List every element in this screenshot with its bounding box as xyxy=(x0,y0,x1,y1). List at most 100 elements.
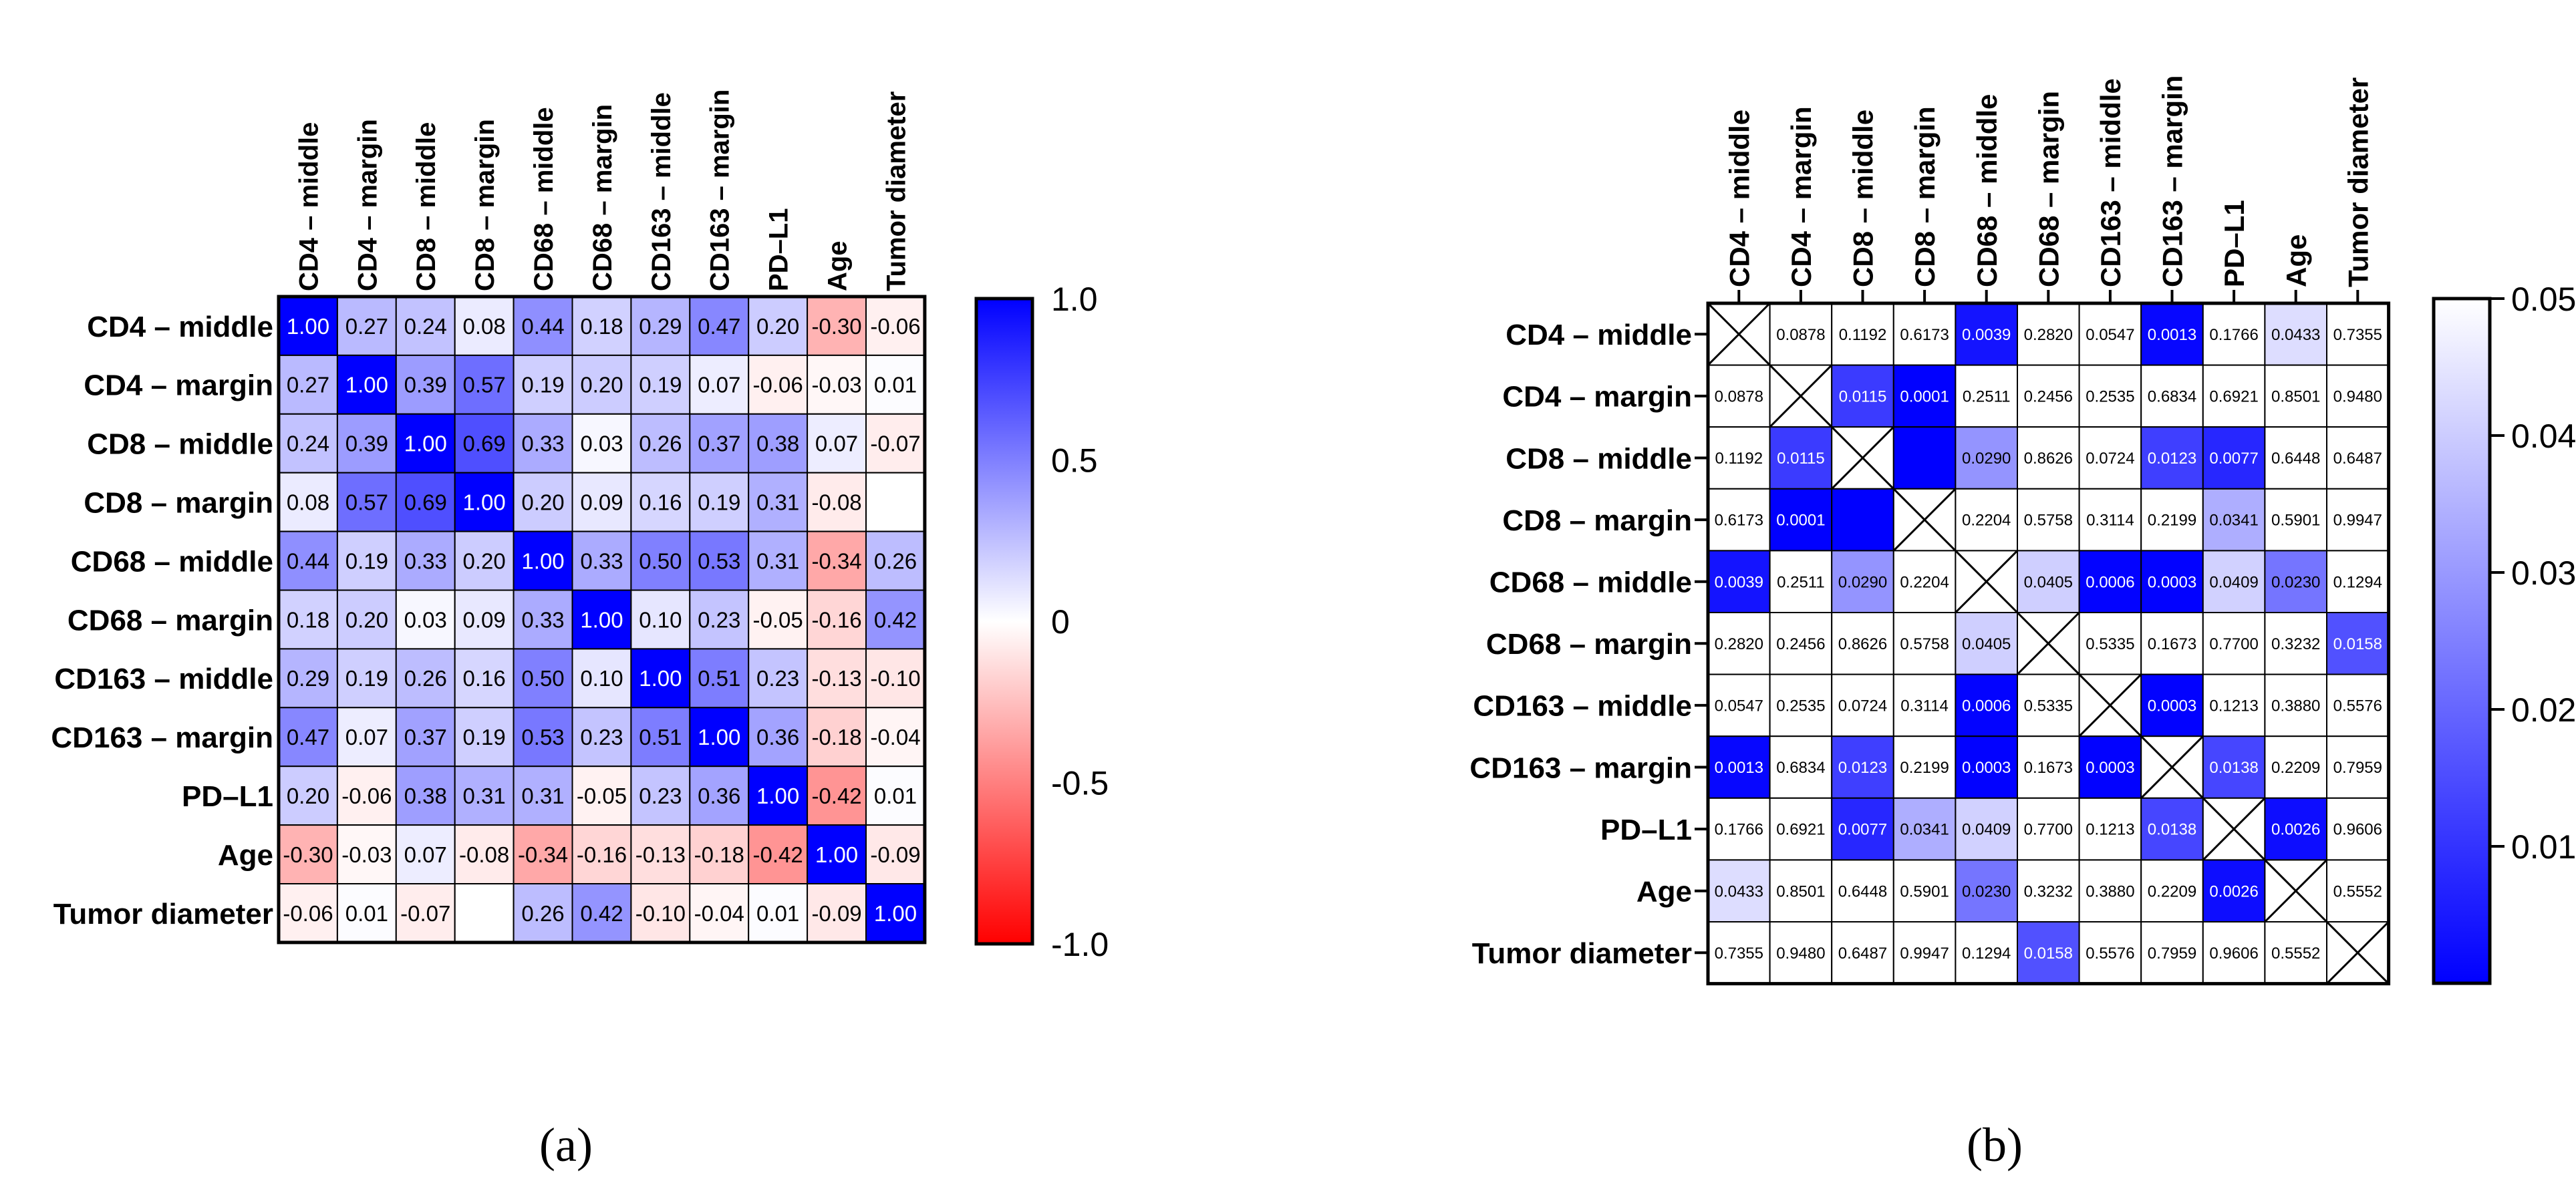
heatmap-cell xyxy=(278,883,338,943)
column-label: Tumor diameter xyxy=(881,92,911,291)
cell-value: 0.19 xyxy=(345,548,388,573)
cell-value: 0.2204 xyxy=(1962,512,2011,530)
cell-value: 0.51 xyxy=(639,725,682,749)
cell-value: 0.6487 xyxy=(2333,450,2382,468)
heatmap-cell xyxy=(2326,673,2390,737)
column-label: PD–L1 xyxy=(2219,200,2250,287)
column-label: CD4 – margin xyxy=(353,119,382,291)
cell-value: 0.19 xyxy=(698,490,740,515)
row-label: CD68 – middle xyxy=(71,545,273,578)
heatmap-cell xyxy=(1769,921,1833,985)
heatmap-cell xyxy=(513,707,573,768)
cell-value: 0.27 xyxy=(345,314,388,339)
heatmap-cell xyxy=(865,472,925,532)
cell-value: 0.47 xyxy=(287,725,329,749)
cell-value: 0.9480 xyxy=(1776,945,1825,963)
cell-value: 0.0409 xyxy=(1962,821,2011,839)
cell-value: 0.08 xyxy=(463,314,506,339)
row-label: CD4 – margin xyxy=(1502,381,1692,413)
row-label: CD163 – middle xyxy=(54,663,273,695)
cell-value: 0.5901 xyxy=(1900,882,1949,900)
heatmap-cell xyxy=(1955,735,2018,799)
cell-value: 0.09 xyxy=(580,490,623,515)
heatmap-cell xyxy=(630,413,691,474)
column-label: CD4 – margin xyxy=(1785,106,1817,287)
column-label: CD68 – middle xyxy=(529,107,559,291)
cell-value: 0.0001 xyxy=(1776,512,1825,530)
cell-value: 0.16 xyxy=(639,490,682,515)
heatmap-cell xyxy=(807,296,867,356)
cell-value: 0.53 xyxy=(521,725,564,749)
cell-value: 0.0003 xyxy=(2148,697,2196,715)
heatmap-cell xyxy=(454,883,515,943)
cell-value: 0.7959 xyxy=(2333,759,2382,777)
cell-value: 0.3880 xyxy=(2271,697,2320,715)
cell-value: 0.0006 xyxy=(2086,573,2134,591)
heatmap-cell xyxy=(1769,488,1833,552)
cell-value: -0.07 xyxy=(870,432,920,456)
row-label: CD8 – middle xyxy=(87,428,273,461)
heatmap-cell xyxy=(1769,673,1833,737)
heatmap-cell xyxy=(1892,673,1957,737)
cell-value: 0.0341 xyxy=(2209,512,2258,530)
row-label: Age xyxy=(218,839,273,872)
cell-value: 0.26 xyxy=(874,548,917,573)
row-label: Tumor diameter xyxy=(53,898,273,931)
cell-value: 0.19 xyxy=(463,725,506,749)
diagonal-cross-mark xyxy=(2016,611,2080,675)
colorbar-tick-label: 1.0 xyxy=(1051,281,1098,318)
heatmap-cell xyxy=(2017,364,2080,428)
cell-value: 0.3114 xyxy=(1900,697,1949,715)
heatmap-cell xyxy=(2264,735,2327,799)
cell-value: 0.01 xyxy=(756,901,799,926)
cell-value: 0.2820 xyxy=(2024,326,2073,344)
heatmap-cell xyxy=(1892,426,1957,490)
cell-value: 1.00 xyxy=(874,901,917,926)
cell-value: 0.9480 xyxy=(2333,388,2382,406)
heatmap-cell xyxy=(2078,426,2142,490)
cell-value: 0.2209 xyxy=(2148,882,2196,900)
heatmap-cell xyxy=(807,766,867,826)
column-label: CD68 – middle xyxy=(1971,94,2003,287)
cell-value: 0.9606 xyxy=(2209,945,2258,963)
cell-value: 0.2456 xyxy=(1776,635,1825,653)
cell-value: 0.9606 xyxy=(2333,821,2382,839)
heatmap-cell xyxy=(1955,673,2018,737)
heatmap-cell xyxy=(689,883,750,943)
heatmap-cell xyxy=(1707,673,1771,737)
cell-value: 0.0405 xyxy=(2024,573,2073,591)
row-label: CD8 – margin xyxy=(1502,504,1692,537)
diagonal-cross-mark xyxy=(1955,550,2019,614)
heatmap-cell xyxy=(2202,921,2266,985)
heatmap-cell xyxy=(1892,735,1957,799)
cell-value: 0.1192 xyxy=(1715,450,1763,468)
column-label: CD163 – middle xyxy=(647,92,676,291)
heatmap-cell xyxy=(630,883,691,943)
heatmap-cell xyxy=(278,354,338,415)
cell-value: 0.5335 xyxy=(2024,697,2073,715)
cell-value: 0.19 xyxy=(521,373,564,397)
diagonal-cross-mark xyxy=(2325,920,2390,985)
heatmap-cell xyxy=(748,413,809,474)
heatmap-cell xyxy=(278,589,338,650)
cell-value: 0.0115 xyxy=(1839,388,1887,406)
colorbar-tick-label: 0.03 xyxy=(2511,554,2576,592)
heatmap-cell xyxy=(807,883,867,943)
cell-value: 0.0013 xyxy=(2148,326,2196,344)
cell-value: 0.1766 xyxy=(2209,326,2258,344)
cell-value: 0.3232 xyxy=(2024,882,2073,900)
heatmap-cell xyxy=(1707,426,1771,490)
heatmap-cell xyxy=(2264,426,2327,490)
heatmap-cell xyxy=(571,824,632,884)
heatmap-cell xyxy=(2202,612,2266,675)
cell-value: 0.2511 xyxy=(1777,573,1825,591)
heatmap-cell xyxy=(1831,859,1894,923)
heatmap-cell xyxy=(865,354,925,415)
row-label: PD–L1 xyxy=(1600,814,1692,846)
heatmap-cell xyxy=(807,472,867,532)
heatmap-cell xyxy=(689,354,750,415)
row-label: CD163 – margin xyxy=(51,721,273,754)
cell-value: 0.0878 xyxy=(1715,388,1763,406)
heatmap-cell xyxy=(1769,797,1833,861)
panel-label: (b) xyxy=(1967,1118,2023,1172)
